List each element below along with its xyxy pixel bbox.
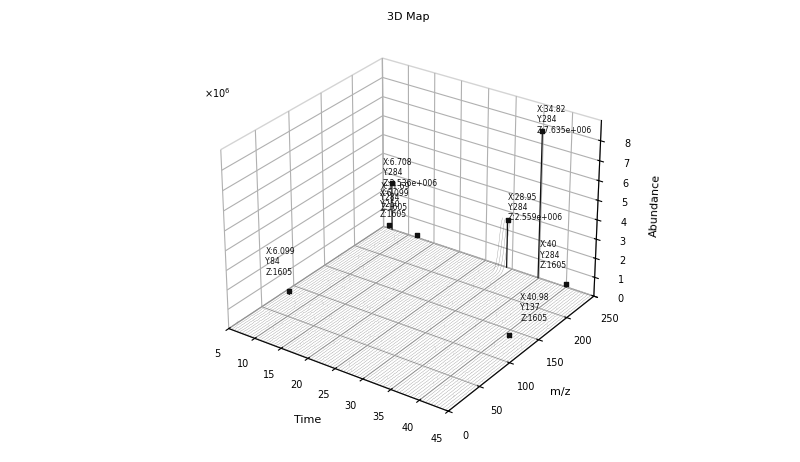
Y-axis label: m/z: m/z <box>550 387 570 397</box>
Text: $\times10^6$: $\times10^6$ <box>204 86 231 100</box>
X-axis label: Time: Time <box>294 415 321 425</box>
Title: 3D Map: 3D Map <box>386 12 430 22</box>
